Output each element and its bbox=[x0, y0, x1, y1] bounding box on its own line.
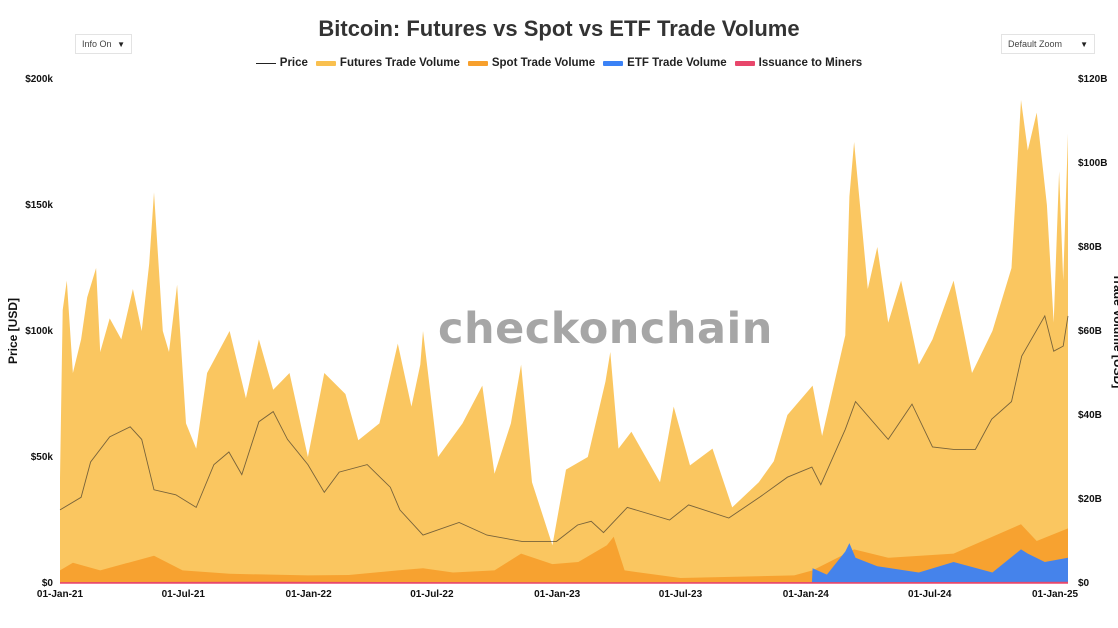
series-area-futures-trade-volume[interactable] bbox=[60, 100, 1068, 583]
y-left-tick-label: $50k bbox=[31, 452, 54, 463]
chart-title: Bitcoin: Futures vs Spot vs ETF Trade Vo… bbox=[318, 16, 800, 41]
legend-item-futures[interactable]: Futures Trade Volume bbox=[315, 57, 460, 69]
chevron-down-icon: ▼ bbox=[1080, 39, 1088, 49]
legend-item-issuance[interactable]: Issuance to Miners bbox=[734, 57, 863, 69]
series-area-etf-trade-volume[interactable] bbox=[811, 543, 1068, 583]
legend-label-spot: Spot Trade Volume bbox=[491, 57, 596, 69]
legend-item-price[interactable]: Price bbox=[255, 57, 308, 69]
y-right-tick-label: $0 bbox=[1078, 578, 1090, 589]
y-left-axis-title: Price [USD] bbox=[6, 298, 20, 364]
legend-item-spot[interactable]: Spot Trade Volume bbox=[467, 57, 596, 69]
x-tick-label: 01-Jul-21 bbox=[162, 589, 206, 600]
x-tick-label: 01-Jan-24 bbox=[783, 589, 830, 600]
legend-swatch-price bbox=[255, 62, 276, 64]
legend-label-etf: ETF Trade Volume bbox=[627, 57, 727, 69]
legend-swatch-etf bbox=[603, 60, 624, 66]
info-toggle-dropdown[interactable]: Info On ▼ bbox=[75, 34, 132, 54]
legend-label-price: Price bbox=[279, 57, 308, 69]
chart-legend: Price Futures Trade Volume Spot Trade Vo… bbox=[0, 57, 1118, 69]
x-tick-label: 01-Jan-23 bbox=[534, 589, 581, 600]
y-right-axis-title: Trade Volume [USD] bbox=[1111, 274, 1118, 388]
legend-label-issuance: Issuance to Miners bbox=[758, 57, 863, 69]
y-right-tick-label: $100B bbox=[1078, 158, 1107, 169]
x-tick-label: 01-Jul-23 bbox=[659, 589, 703, 600]
legend-swatch-futures bbox=[315, 60, 336, 66]
y-right-tick-label: $120B bbox=[1078, 74, 1107, 85]
series-line-price[interactable] bbox=[59, 314, 1069, 542]
volume-areas bbox=[60, 100, 1068, 583]
legend-item-etf[interactable]: ETF Trade Volume bbox=[603, 57, 727, 69]
y-left-tick-label: $100k bbox=[25, 326, 53, 337]
y-left-tick-label: $150k bbox=[25, 200, 53, 211]
y-right-tick-label: $40B bbox=[1078, 410, 1102, 421]
x-tick-label: 01-Jan-21 bbox=[37, 589, 84, 600]
chevron-down-icon: ▼ bbox=[117, 39, 125, 49]
zoom-label: Default Zoom bbox=[1008, 39, 1063, 49]
legend-label-futures: Futures Trade Volume bbox=[339, 57, 460, 69]
x-tick-label: 01-Jul-24 bbox=[908, 589, 952, 600]
y-left-tick-label: $200k bbox=[25, 74, 53, 85]
y-right-tick-label: $20B bbox=[1078, 494, 1102, 505]
y-right-tick-label: $80B bbox=[1078, 242, 1102, 253]
x-tick-label: 01-Jan-22 bbox=[286, 589, 333, 600]
x-tick-label: 01-Jan-25 bbox=[1032, 589, 1079, 600]
price-line-layer bbox=[59, 314, 1069, 542]
y-right-tick-label: $60B bbox=[1078, 326, 1102, 337]
zoom-dropdown[interactable]: Default Zoom ▼ bbox=[1001, 34, 1095, 54]
info-toggle-label: Info On bbox=[82, 39, 112, 49]
y-left-tick-label: $0 bbox=[42, 578, 54, 589]
watermark-logo: checkonchain bbox=[438, 304, 773, 354]
legend-swatch-issuance bbox=[734, 60, 755, 66]
x-tick-label: 01-Jul-22 bbox=[410, 589, 454, 600]
chart-axes: $0 $50k $100k $150k $200k $0 $20B $40B $60B $80B $… bbox=[6, 74, 1118, 600]
legend-swatch-spot bbox=[467, 60, 488, 66]
